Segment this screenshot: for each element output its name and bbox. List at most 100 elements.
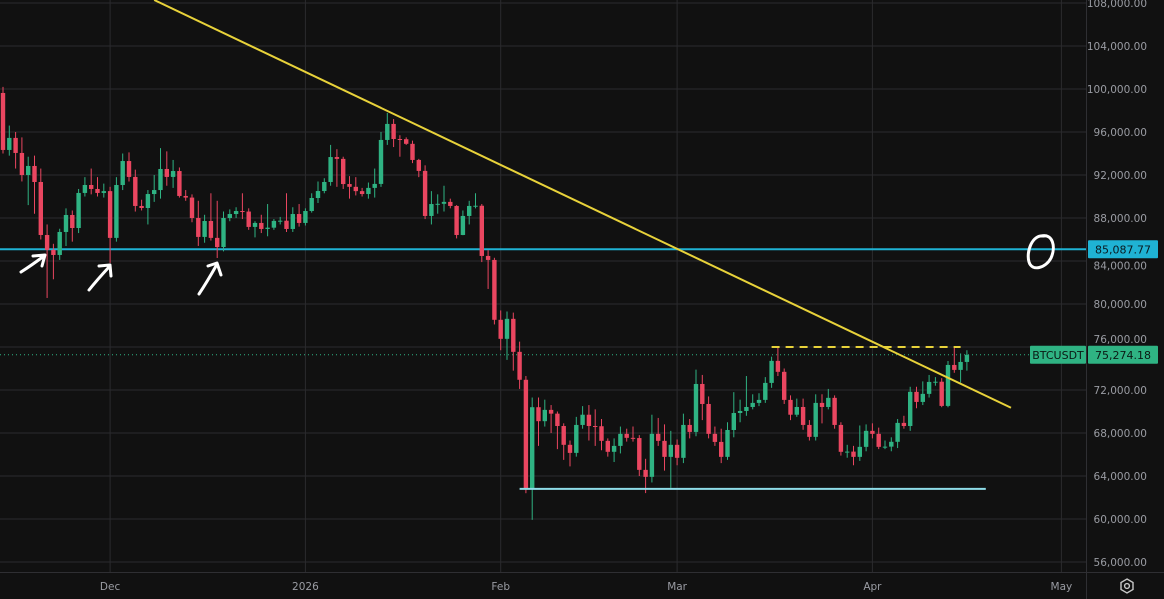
candle-down bbox=[448, 201, 453, 206]
candle-down bbox=[89, 184, 94, 189]
candle-up bbox=[750, 402, 755, 407]
candle-down bbox=[183, 195, 188, 198]
candle-up bbox=[221, 218, 226, 248]
candle-up bbox=[794, 406, 799, 415]
price-labels: 85,087.77 BTCUSDT 75,274.18 bbox=[1030, 240, 1158, 364]
candle-up bbox=[863, 430, 869, 447]
candle-down bbox=[719, 441, 724, 457]
candle-down bbox=[517, 351, 522, 380]
candle-down bbox=[334, 157, 340, 159]
candle-down bbox=[637, 438, 642, 470]
candle-down bbox=[952, 364, 957, 370]
candle-up bbox=[202, 221, 207, 237]
candle-down bbox=[341, 158, 346, 185]
candle-down bbox=[832, 397, 837, 425]
price-tick-label: 84,000.00 bbox=[1094, 260, 1147, 272]
candle-up bbox=[731, 413, 736, 430]
candle-up bbox=[271, 220, 277, 228]
candle-down bbox=[901, 422, 907, 427]
candle-up bbox=[920, 393, 925, 402]
candle-down bbox=[95, 188, 100, 193]
candle-down bbox=[246, 211, 251, 227]
candle-down bbox=[19, 152, 25, 175]
candle-up bbox=[530, 407, 535, 490]
candle-up bbox=[467, 205, 472, 216]
descending-trendline[interactable] bbox=[153, 0, 1012, 409]
candle-up bbox=[158, 168, 163, 191]
candle-down bbox=[624, 433, 629, 438]
candle-down bbox=[782, 371, 787, 400]
candle-down bbox=[189, 197, 195, 218]
candle-down bbox=[139, 205, 144, 209]
candle-up bbox=[813, 402, 818, 437]
candle-down bbox=[498, 319, 503, 339]
candle-up bbox=[889, 441, 894, 447]
price-tick-label: 92,000.00 bbox=[1094, 170, 1147, 182]
arrow-icon bbox=[19, 253, 47, 274]
candle-down bbox=[819, 402, 825, 407]
price-tick-label: 88,000.00 bbox=[1094, 213, 1147, 225]
candle-up bbox=[7, 137, 12, 150]
candle-up bbox=[315, 191, 321, 199]
candle-down bbox=[133, 176, 138, 206]
candle-down bbox=[536, 407, 541, 422]
candle-up bbox=[57, 231, 62, 255]
time-tick-label: Feb bbox=[491, 581, 510, 593]
price-tick-label: 64,000.00 bbox=[1094, 471, 1147, 483]
candle-up bbox=[303, 211, 308, 223]
candle-down bbox=[548, 409, 554, 414]
candle-up bbox=[152, 190, 157, 195]
candle-down bbox=[674, 444, 680, 458]
candle-up bbox=[290, 214, 295, 229]
candle-down bbox=[876, 433, 881, 447]
candle-down bbox=[422, 170, 428, 216]
last-price-label: 75,274.18 bbox=[1095, 349, 1151, 362]
hand-drawn-annotations bbox=[19, 234, 1055, 296]
candle-up bbox=[933, 381, 938, 383]
price-tick-label: 68,000.00 bbox=[1094, 428, 1147, 440]
candle-down bbox=[397, 138, 403, 140]
candle-up bbox=[265, 227, 270, 229]
candle-up bbox=[252, 222, 258, 227]
candle-up bbox=[542, 409, 547, 422]
candle-down bbox=[485, 255, 491, 260]
candle-down bbox=[712, 433, 718, 442]
candle-up bbox=[756, 399, 762, 403]
candle-up bbox=[278, 220, 283, 222]
candle-down bbox=[914, 391, 919, 402]
candle-up bbox=[82, 184, 88, 193]
time-tick-label: May bbox=[1051, 581, 1073, 593]
price-tick-label: 72,000.00 bbox=[1094, 385, 1147, 397]
candle-down bbox=[870, 430, 875, 434]
candle-down bbox=[0, 92, 6, 150]
candle-up bbox=[649, 433, 655, 477]
symbol-label-bg bbox=[1030, 345, 1086, 364]
candle-down bbox=[851, 451, 856, 457]
candle-down bbox=[208, 221, 214, 238]
time-axis[interactable]: Dec 2026 Feb Mar Apr May bbox=[100, 581, 1072, 593]
candle-down bbox=[586, 414, 592, 427]
settings-gear-icon[interactable] bbox=[1117, 576, 1137, 596]
candle-down bbox=[38, 181, 43, 235]
candle-up bbox=[26, 165, 31, 175]
candle-up bbox=[895, 422, 900, 442]
candle-up bbox=[435, 203, 440, 205]
time-tick-label: Apr bbox=[863, 581, 882, 593]
price-tick-label: 76,000.00 bbox=[1094, 334, 1147, 346]
candle-down bbox=[13, 137, 18, 153]
candle-up bbox=[611, 445, 617, 452]
drawings-front[interactable] bbox=[153, 0, 1012, 490]
candle-down bbox=[296, 214, 302, 223]
candle-down bbox=[605, 440, 610, 452]
candle-up bbox=[958, 361, 963, 370]
resistance-price-label: 85,087.77 bbox=[1095, 243, 1151, 256]
candle-down bbox=[215, 237, 220, 248]
price-axis[interactable]: 108,000.00 104,000.00 100,000.00 96,000.00 9… bbox=[1087, 0, 1147, 569]
candle-up bbox=[845, 451, 850, 453]
candle-up bbox=[882, 446, 888, 448]
candle-up bbox=[460, 215, 466, 235]
candle-down bbox=[700, 383, 705, 404]
candle-up bbox=[725, 429, 730, 457]
candle-up bbox=[378, 139, 384, 184]
